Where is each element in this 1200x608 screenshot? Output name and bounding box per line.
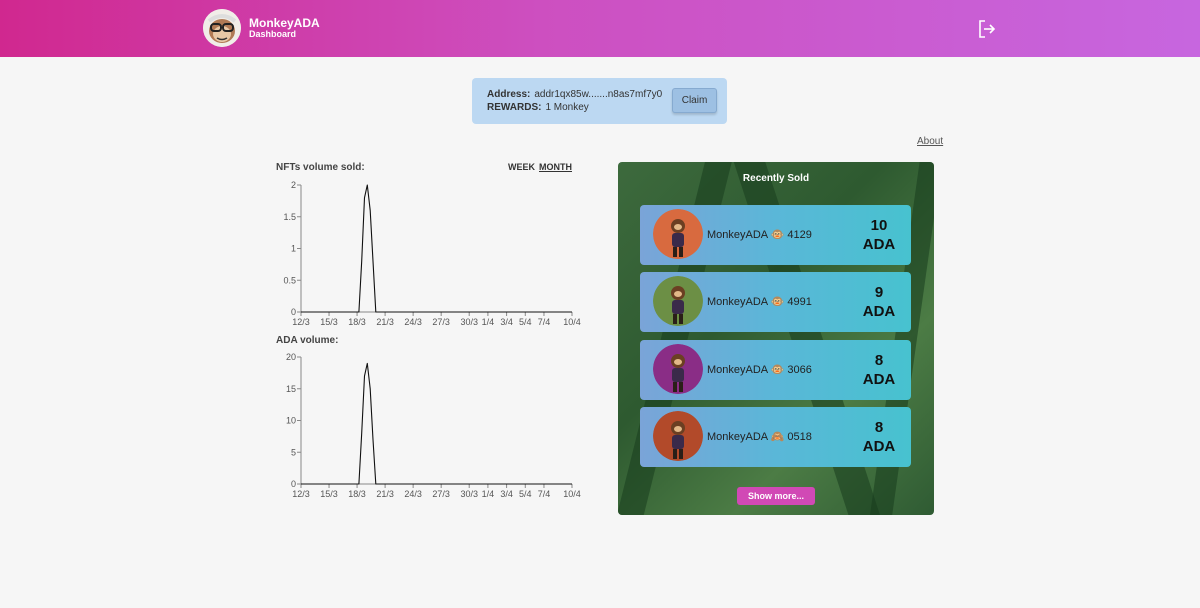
nfts-volume-chart: 0 0.5 1 1.5 2 12/3 15/3 18/3 21/3 24/3 27/3 30/3 1/4… <box>283 180 581 327</box>
sale-amount: 8 <box>874 352 884 369</box>
sold-item[interactable]: MonkeyADA 🐵 4129 10 ADA <box>640 205 911 265</box>
x-tick-label: 18/3 <box>348 317 366 327</box>
app-subtitle: Dashboard <box>249 28 297 39</box>
nft-name: MonkeyADA 🐵 4991 <box>707 296 812 308</box>
nft-name: MonkeyADA 🐵 3066 <box>707 364 812 376</box>
x-tick-label: 21/3 <box>376 489 394 499</box>
y-tick-label: 0.5 <box>283 275 296 285</box>
claim-button[interactable]: Claim <box>672 88 717 113</box>
nft-avatar <box>653 276 703 326</box>
address-label: Address: <box>487 89 531 100</box>
sale-price: 8 ADA <box>859 418 899 456</box>
x-tick-label: 30/3 <box>460 489 478 499</box>
wallet-info: Address: addr1qx85w.......n8as7mf7y0 REWA… <box>487 88 662 114</box>
brand[interactable]: MonkeyADA Dashboard <box>203 9 320 47</box>
sale-amount: 9 <box>874 284 884 301</box>
y-tick-label: 0 <box>291 307 296 317</box>
wallet-card: Address: addr1qx85w.......n8as7mf7y0 REWA… <box>472 78 727 124</box>
y-tick-label: 1.5 <box>283 212 296 222</box>
sale-price: 8 ADA <box>859 351 899 389</box>
y-tick-label: 10 <box>286 416 296 426</box>
series-line <box>301 184 572 313</box>
x-tick-label: 5/4 <box>519 317 532 327</box>
top-header: MonkeyADA Dashboard <box>0 0 1200 57</box>
series-line <box>301 362 572 485</box>
y-tick-label: 1 <box>291 244 296 254</box>
x-tick-label: 10/4 <box>563 489 581 499</box>
x-tick-label: 1/4 <box>482 489 495 499</box>
recently-sold-panel: Recently Sold MonkeyADA 🐵 4129 10 ADA Monke… <box>618 162 934 515</box>
sale-price: 10 ADA <box>859 216 899 254</box>
brand-text: MonkeyADA Dashboard <box>249 17 320 39</box>
sold-item[interactable]: MonkeyADA 🐵 4991 9 ADA <box>640 272 911 332</box>
logout-icon[interactable] <box>976 18 998 40</box>
rewards-label: REWARDS: <box>487 102 542 113</box>
sold-item[interactable]: MonkeyADA 🐵 3066 8 ADA <box>640 340 911 400</box>
ada-volume-title: ADA volume: <box>276 335 339 346</box>
x-tick-label: 1/4 <box>482 317 495 327</box>
x-tick-label: 5/4 <box>519 489 532 499</box>
nft-name: MonkeyADA 🙈 0518 <box>707 431 812 443</box>
x-tick-label: 7/4 <box>538 317 551 327</box>
y-tick-label: 0 <box>291 479 296 489</box>
x-tick-label: 15/3 <box>320 489 338 499</box>
y-tick-label: 2 <box>291 180 296 190</box>
app-name: MonkeyADA <box>249 15 320 30</box>
y-tick-label: 15 <box>286 384 296 394</box>
tab-month[interactable]: MONTH <box>539 162 572 172</box>
y-tick-label: 5 <box>291 447 296 457</box>
x-tick-label: 3/4 <box>500 489 513 499</box>
y-tick-label: 20 <box>286 352 296 362</box>
nfts-volume-title: NFTs volume sold: <box>276 162 365 173</box>
x-tick-label: 21/3 <box>376 317 394 327</box>
sale-amount: 10 <box>870 217 888 234</box>
x-tick-label: 10/4 <box>563 317 581 327</box>
nft-avatar <box>653 344 703 394</box>
nft-avatar <box>653 411 703 461</box>
x-tick-label: 3/4 <box>500 317 513 327</box>
x-tick-label: 7/4 <box>538 489 551 499</box>
sale-unit: ADA <box>862 303 896 320</box>
x-tick-label: 24/3 <box>404 317 422 327</box>
x-tick-label: 15/3 <box>320 317 338 327</box>
tab-week[interactable]: WEEK <box>508 162 535 172</box>
nft-name: MonkeyADA 🐵 4129 <box>707 229 812 241</box>
x-tick-label: 12/3 <box>292 489 310 499</box>
about-link[interactable]: About <box>917 136 944 147</box>
sale-unit: ADA <box>862 438 896 455</box>
sale-price: 9 ADA <box>859 283 899 321</box>
recently-sold-title: Recently Sold <box>742 173 810 184</box>
nft-avatar <box>653 209 703 259</box>
x-tick-label: 12/3 <box>292 317 310 327</box>
x-tick-label: 27/3 <box>432 317 450 327</box>
x-tick-label: 18/3 <box>348 489 366 499</box>
ada-volume-chart: 0 5 10 15 20 12/3 15/3 18/3 21/3 24/3 27/3 30/3 1/4 3… <box>286 352 581 499</box>
sale-unit: ADA <box>862 371 896 388</box>
x-tick-label: 24/3 <box>404 489 422 499</box>
sale-amount: 8 <box>874 419 884 436</box>
sold-item[interactable]: MonkeyADA 🙈 0518 8 ADA <box>640 407 911 467</box>
x-tick-label: 30/3 <box>460 317 478 327</box>
address-value: addr1qx85w.......n8as7mf7y0 <box>534 89 663 100</box>
show-more-button[interactable]: Show more... <box>737 487 815 505</box>
x-tick-label: 27/3 <box>432 489 450 499</box>
monkey-logo-icon <box>203 9 241 47</box>
rewards-value: 1 Monkey <box>545 102 589 113</box>
sale-unit: ADA <box>862 236 896 253</box>
